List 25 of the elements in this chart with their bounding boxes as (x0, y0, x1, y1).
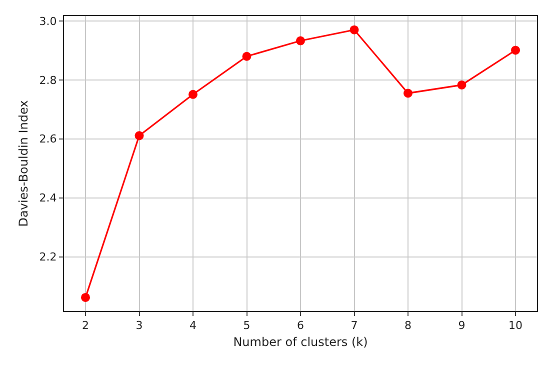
x-axis-title: Number of clusters (k) (233, 335, 368, 350)
y-tick-label: 3.0 (39, 14, 57, 28)
y-tick-label: 2.8 (39, 74, 57, 87)
x-tick-label: 6 (297, 319, 304, 332)
y-axis-title: Davies-Bouldin Index (16, 100, 31, 227)
y-tick-label: 2.2 (39, 250, 57, 264)
point (188, 90, 198, 99)
x-tick-label: 7 (350, 319, 358, 332)
point (457, 80, 466, 90)
x-tick-label: 9 (458, 319, 466, 332)
point (296, 36, 305, 46)
x-tick-label: 2 (82, 319, 89, 332)
point (81, 292, 90, 302)
x-tick-label: 3 (136, 319, 143, 332)
point (404, 88, 412, 98)
y-tick-label: 2.6 (39, 132, 57, 146)
point (134, 131, 144, 140)
x-tick-label: 10 (508, 319, 522, 332)
point (242, 52, 252, 61)
x-tick-label: 5 (243, 319, 250, 332)
point (350, 25, 359, 34)
point (511, 46, 520, 55)
x-tick-label: 8 (404, 319, 412, 332)
x-tick-label: 4 (190, 319, 196, 332)
y-tick-label: 2.4 (39, 192, 57, 205)
